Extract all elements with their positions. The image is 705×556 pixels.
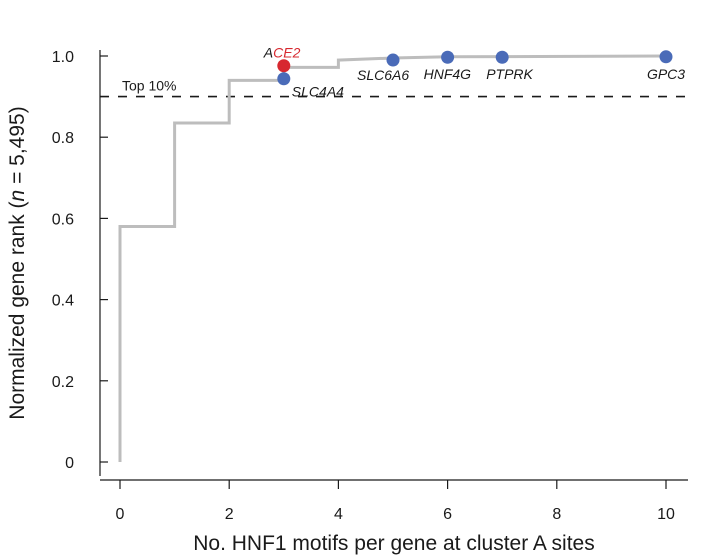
y-axis-label-n: n <box>6 190 29 202</box>
gene-label-main: PTPRK <box>486 66 533 82</box>
gene-point <box>277 72 291 86</box>
x-tick-label: 10 <box>657 506 675 523</box>
gene-label-main: CE2 <box>273 45 300 61</box>
y-axis-label: Normalized gene rank (n = 5,495) <box>6 106 29 419</box>
y-axis-label-suffix: = 5,495) <box>6 106 29 189</box>
gene-point <box>386 53 400 67</box>
y-tick-label: 0.6 <box>52 211 74 228</box>
gene-label-main: SLC6A6 <box>357 67 409 83</box>
y-tick-label: 0.2 <box>52 374 74 391</box>
gene-label: ACE2 <box>263 45 301 61</box>
x-tick-label: 6 <box>443 506 452 523</box>
step-line <box>118 54 667 462</box>
gene-label: HNF4G <box>424 66 472 82</box>
reference-line-label: Top 10% <box>122 78 176 94</box>
step-series <box>118 54 667 462</box>
gene-label: GPC3 <box>647 66 685 82</box>
highlighted-genes: ACE2 SLC4A4 SLC6A6 HNF4G PTPRK GPC3 <box>263 45 685 100</box>
x-tick-label: 2 <box>225 506 234 523</box>
x-tick-label: 8 <box>552 506 561 523</box>
y-tick-label: 0.4 <box>52 293 74 310</box>
x-axis: 0 2 4 6 8 10 No. HNF1 motifs per gene at clus… <box>100 479 688 555</box>
gene-label-main: HNF4G <box>424 66 472 82</box>
y-axis-label-prefix: Normalized gene rank ( <box>6 201 29 419</box>
gene-label-main: SLC4A4 <box>292 84 344 100</box>
y-tick-label: 1.0 <box>52 49 74 66</box>
gene-label: SLC6A6 <box>357 67 409 83</box>
gene-label-prefix: A <box>263 45 273 61</box>
x-tick-label: 4 <box>334 506 343 523</box>
gene-point <box>277 59 291 73</box>
x-tick-label: 0 <box>116 506 125 523</box>
gene-point <box>659 50 673 64</box>
gene-label: SLC4A4 <box>292 84 344 100</box>
x-axis-label: No. HNF1 motifs per gene at cluster A si… <box>193 532 595 555</box>
gene-label-main: GPC3 <box>647 66 685 82</box>
top-10-reference: Top 10% <box>100 78 686 98</box>
gene-point <box>441 50 455 64</box>
gene-label: PTPRK <box>486 66 533 82</box>
gene-point <box>495 50 509 64</box>
y-axis: 0 0.2 0.4 0.6 0.8 1.0 Normalized gene rank (n… <box>6 49 108 476</box>
y-tick-label: 0 <box>65 455 74 472</box>
y-tick-label: 0.8 <box>52 130 74 147</box>
